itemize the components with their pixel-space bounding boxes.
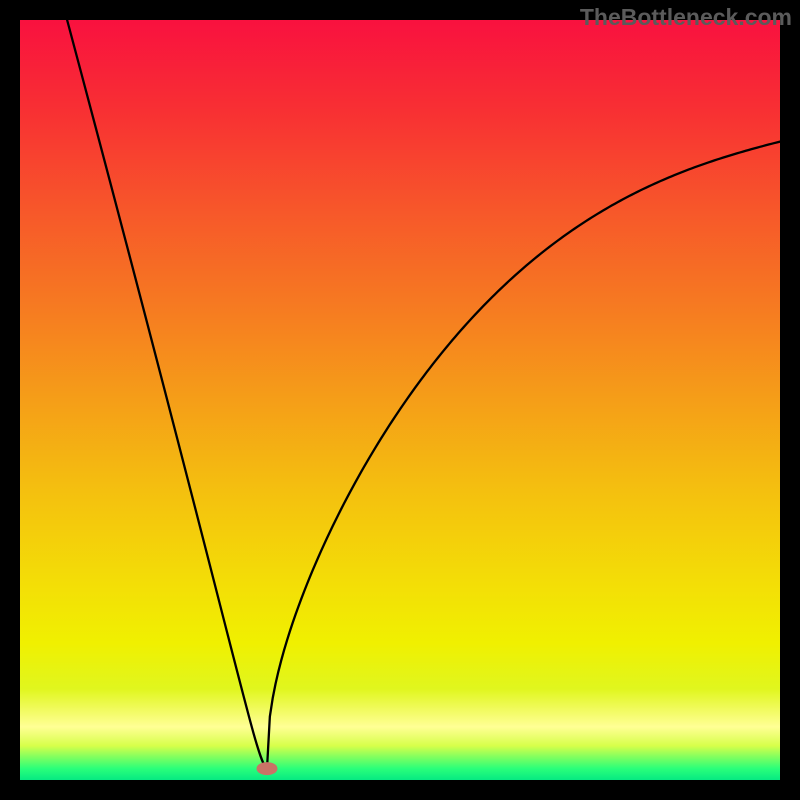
optimum-marker [257, 763, 277, 775]
chart-svg [0, 0, 800, 800]
watermark-text: TheBottleneck.com [580, 4, 792, 31]
plot-background [20, 20, 780, 780]
chart-frame: TheBottleneck.com [0, 0, 800, 800]
